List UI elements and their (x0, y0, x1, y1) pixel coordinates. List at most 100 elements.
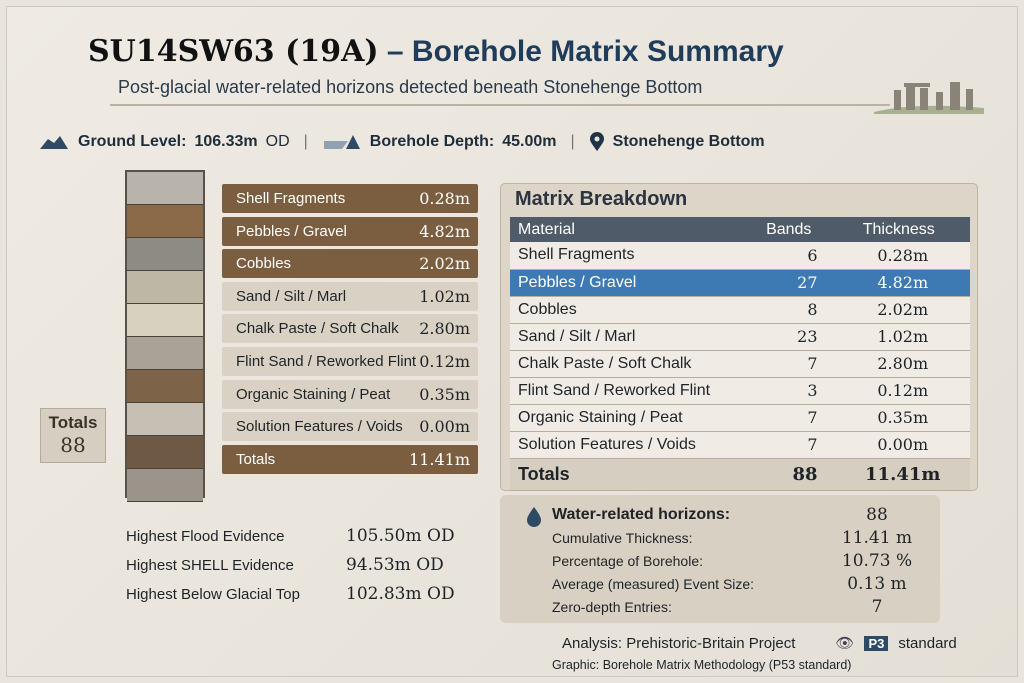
table-row[interactable]: Solution Features / Voids 7 0.00m (510, 431, 970, 459)
table-row[interactable]: Chalk Paste / Soft Chalk 7 2.80m (510, 350, 970, 378)
table-row[interactable]: Shell Fragments 6 0.28m (510, 242, 970, 270)
summary-value: 10.73 % (841, 550, 913, 571)
depth-value: 45.00m (502, 133, 557, 150)
ground-value: 106.33m (194, 133, 258, 150)
strata-layer (127, 271, 203, 304)
strata-layer (127, 469, 203, 502)
layer-label: Sand / Silt / Marl (236, 287, 347, 305)
layer-bar: Shell Fragments 0.28m (222, 184, 478, 213)
material-cell: Sand / Silt / Marl (510, 323, 750, 351)
totals-value: 88 (60, 433, 86, 457)
borehole-depth-icon (323, 135, 360, 149)
layer-value: 0.28m (419, 189, 470, 208)
analysis-credit: Analysis: Prehistoric-Britain Project (562, 634, 796, 652)
totals-row: Totals 88 11.41m (510, 458, 970, 491)
column-header-material: Material (510, 217, 750, 242)
strata-layer (127, 403, 203, 436)
ground-icon (40, 136, 68, 149)
stonehenge-illustration-icon (874, 82, 984, 114)
summary-label: Cumulative Thickness: (552, 529, 693, 546)
borehole-column (125, 170, 205, 502)
summary-value: 0.13 m (847, 573, 907, 594)
strata-layer (127, 436, 203, 469)
thickness-cell: 4.82m (827, 269, 970, 297)
standard-label: standard (898, 634, 957, 652)
material-cell: Solution Features / Voids (510, 431, 750, 459)
summary-row: Average (measured) Event Size: 0.13 m (552, 572, 940, 595)
layer-label: Shell Fragments (236, 190, 346, 207)
thickness-cell: 0.28m (827, 242, 970, 270)
bands-cell: 7 (750, 404, 828, 432)
matrix-panel: Matrix Breakdown Material Bands Thicknes… (500, 183, 978, 491)
p3-badge: P3 (864, 635, 889, 651)
summary-value: 88 (866, 504, 888, 525)
layer-label: Pebbles / Gravel (236, 222, 347, 240)
highlight-label: Highest Flood Evidence (126, 528, 285, 545)
summary-value: 7 (871, 596, 883, 617)
water-summary-panel: Water-related horizons: 88 Cumulative Thic… (500, 495, 940, 623)
bands-cell: 23 (750, 323, 828, 351)
table-row[interactable]: Cobbles 8 2.02m (510, 296, 970, 324)
table-row[interactable]: Sand / Silt / Marl 23 1.02m (510, 323, 970, 351)
depth-label: Borehole Depth: (369, 133, 495, 150)
highlight-row: Highest Below Glacial Top 102.83m OD (126, 584, 455, 604)
summary-row: Zero-depth Entries: 7 (552, 595, 940, 618)
table-row[interactable]: Flint Sand / Reworked Flint 3 0.12m (510, 377, 970, 405)
thickness-cell: 1.02m (827, 323, 970, 351)
layer-label: Cobbles (236, 255, 292, 273)
ground-unit: OD (265, 133, 290, 150)
layer-value: 0.00m (419, 417, 470, 437)
material-cell: Chalk Paste / Soft Chalk (510, 350, 750, 378)
strata-layer (127, 172, 203, 205)
totals-bands: 88 (750, 458, 828, 491)
column-header-thickness: Thickness (827, 217, 970, 242)
strata-layer (127, 337, 203, 370)
summary-row: Water-related horizons: 88 (552, 503, 940, 526)
strata-layer (127, 205, 203, 238)
layer-bar: Cobbles 2.02m (222, 249, 478, 279)
material-cell: Shell Fragments (510, 242, 750, 270)
material-cell: Pebbles / Gravel (510, 269, 750, 297)
strata-layer (127, 238, 203, 271)
layer-label: Totals (236, 450, 276, 468)
highlight-row: Highest SHELL Evidence 94.53m OD (126, 555, 444, 575)
table-row[interactable]: Organic Staining / Peat 7 0.35m (510, 404, 970, 432)
column-header-bands: Bands (750, 217, 828, 242)
table-row[interactable]: Pebbles / Gravel 27 4.82m (510, 269, 970, 297)
layer-label: Solution Features / Voids (236, 418, 403, 436)
location-pin-icon (589, 132, 604, 151)
strata-layer (127, 304, 203, 337)
layer-bar: Totals 11.41m (222, 444, 478, 474)
bands-cell: 6 (750, 242, 828, 270)
bands-cell: 3 (750, 377, 828, 405)
highlight-label: Highest SHELL Evidence (126, 557, 294, 574)
material-cell: Flint Sand / Reworked Flint (510, 377, 750, 405)
material-cell: Cobbles (510, 296, 750, 324)
totals-thickness: 11.41m (827, 458, 970, 491)
layer-bar: Chalk Paste / Soft Chalk 2.80m (222, 314, 478, 344)
thickness-cell: 0.35m (827, 404, 970, 432)
thickness-cell: 2.80m (827, 350, 970, 378)
page-title: SU14SW63 (19A) – Borehole Matrix Summary (88, 34, 784, 69)
summary-label: Average (measured) Event Size: (552, 575, 755, 592)
layer-value: 1.02m (419, 286, 470, 306)
title-text: – Borehole Matrix Summary (378, 35, 784, 68)
footer-analysis: Analysis: Prehistoric-Britain Project 👁 … (562, 634, 957, 653)
layer-bar: Pebbles / Gravel 4.82m (222, 216, 478, 246)
layer-bar: Sand / Silt / Marl 1.02m (222, 281, 478, 311)
layer-label: Organic Staining / Peat (236, 385, 391, 403)
highlight-value: 102.83m OD (346, 584, 455, 604)
divider (110, 104, 890, 106)
strata-layer (127, 370, 203, 403)
layer-value: 0.35m (419, 384, 470, 404)
subtitle: Post-glacial water-related horizons dete… (118, 77, 703, 97)
summary-row: Percentage of Borehole: 10.73 % (552, 549, 940, 572)
separator: | (570, 133, 575, 150)
layer-value: 0.12m (419, 352, 470, 371)
layer-bar: Flint Sand / Reworked Flint 0.12m (222, 347, 478, 376)
highlight-label: Highest Below Glacial Top (126, 586, 300, 603)
bands-cell: 7 (750, 350, 828, 378)
ground-label: Ground Level: (78, 133, 187, 150)
layer-label: Chalk Paste / Soft Chalk (236, 320, 399, 338)
summary-label: Water-related horizons: (552, 505, 731, 523)
